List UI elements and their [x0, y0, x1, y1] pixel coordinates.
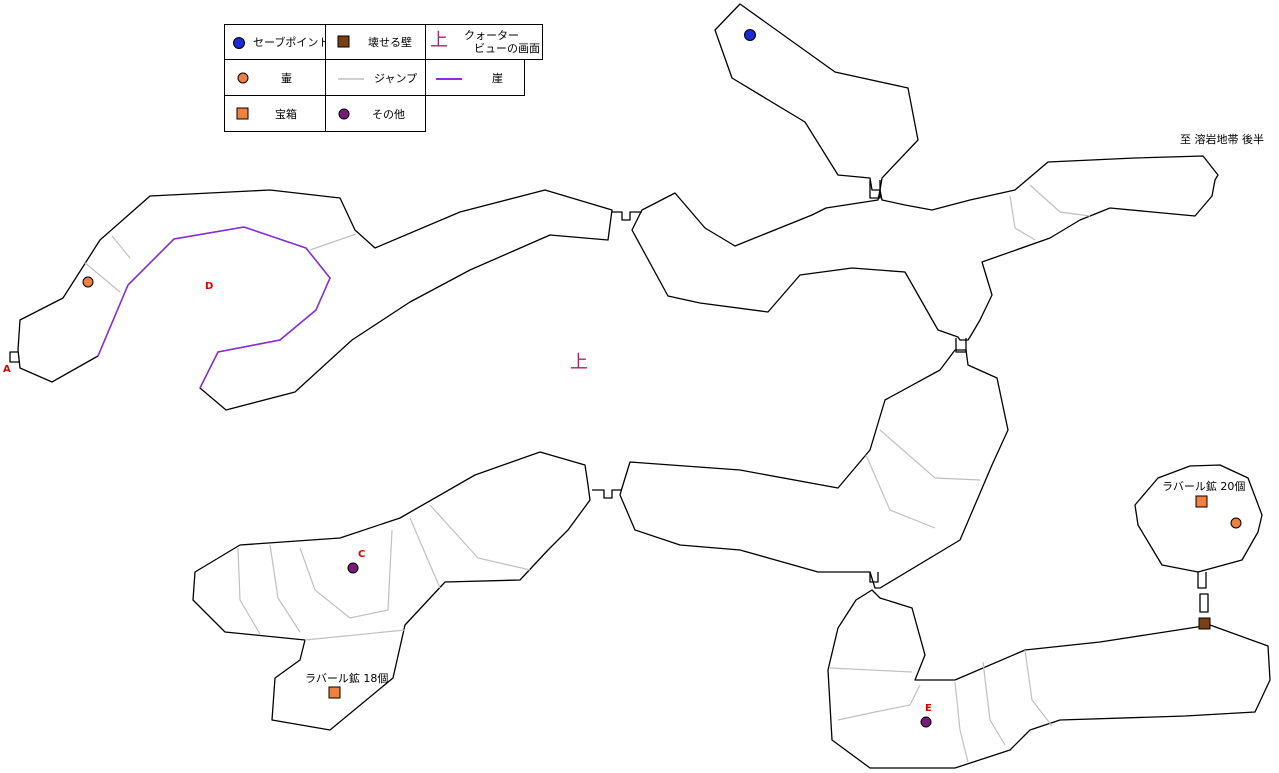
- other-marker: [347, 562, 359, 574]
- connector-e: [869, 572, 879, 583]
- legend-save-point: セーブポイント: [224, 24, 329, 60]
- legend-jar: 壷: [224, 59, 326, 96]
- legend-breakable-wall: 壊せる壁: [325, 24, 426, 60]
- jar-icon: [237, 72, 249, 84]
- connector-left-top: [612, 211, 642, 221]
- connector-top: [869, 180, 881, 199]
- other-icon: [338, 108, 350, 120]
- connector-r2: [1199, 593, 1209, 613]
- chest-marker: [1195, 495, 1208, 508]
- room-top-save: [714, 3, 919, 191]
- cave-left-large: [17, 189, 613, 411]
- breakable-wall-icon: [337, 35, 350, 48]
- quarter-view-marker: 上: [570, 352, 588, 373]
- cave-central-right: [619, 349, 1009, 589]
- chest-marker: [328, 686, 341, 699]
- point-label-e: E: [925, 703, 932, 714]
- connector-r: [1197, 572, 1207, 589]
- other-marker: [920, 716, 932, 728]
- point-label-c: C: [358, 549, 366, 560]
- cliff-line: [97, 226, 331, 389]
- quarter-view-icon: 上: [430, 30, 448, 51]
- point-label-d: D: [205, 281, 214, 292]
- legend-cliff: 崖: [425, 59, 525, 96]
- cliff-line-icon: [436, 78, 462, 80]
- legend-quarter-view: 上 クォーター ビューの画面: [425, 24, 543, 60]
- legend-chest: 宝箱: [224, 95, 326, 132]
- breakable-wall-marker: [1198, 617, 1211, 630]
- jar-marker: [82, 276, 94, 288]
- exit-label-lava-zone: 至 溶岩地帯 後半: [1180, 133, 1264, 146]
- room-right-small: [1134, 464, 1263, 573]
- legend-other: その他: [325, 95, 426, 132]
- cave-lower-left: [192, 451, 591, 731]
- corridor-upper-right: [631, 155, 1219, 341]
- chest-icon: [236, 107, 249, 120]
- cave-lower-right: [827, 589, 1271, 769]
- connector-mid: [592, 489, 622, 499]
- connector-a: [9, 351, 20, 363]
- legend-jump: ジャンプ: [325, 59, 426, 96]
- point-label-a: A: [3, 364, 11, 375]
- save-point-icon: [233, 37, 245, 49]
- chest-label-18: ラバール鉱 18個: [305, 672, 389, 685]
- jar-marker: [1230, 517, 1242, 529]
- connector-center: [955, 338, 967, 353]
- save-point-marker: [744, 29, 756, 41]
- chest-label-20: ラバール鉱 20個: [1162, 480, 1246, 493]
- jump-line-icon: [338, 78, 364, 80]
